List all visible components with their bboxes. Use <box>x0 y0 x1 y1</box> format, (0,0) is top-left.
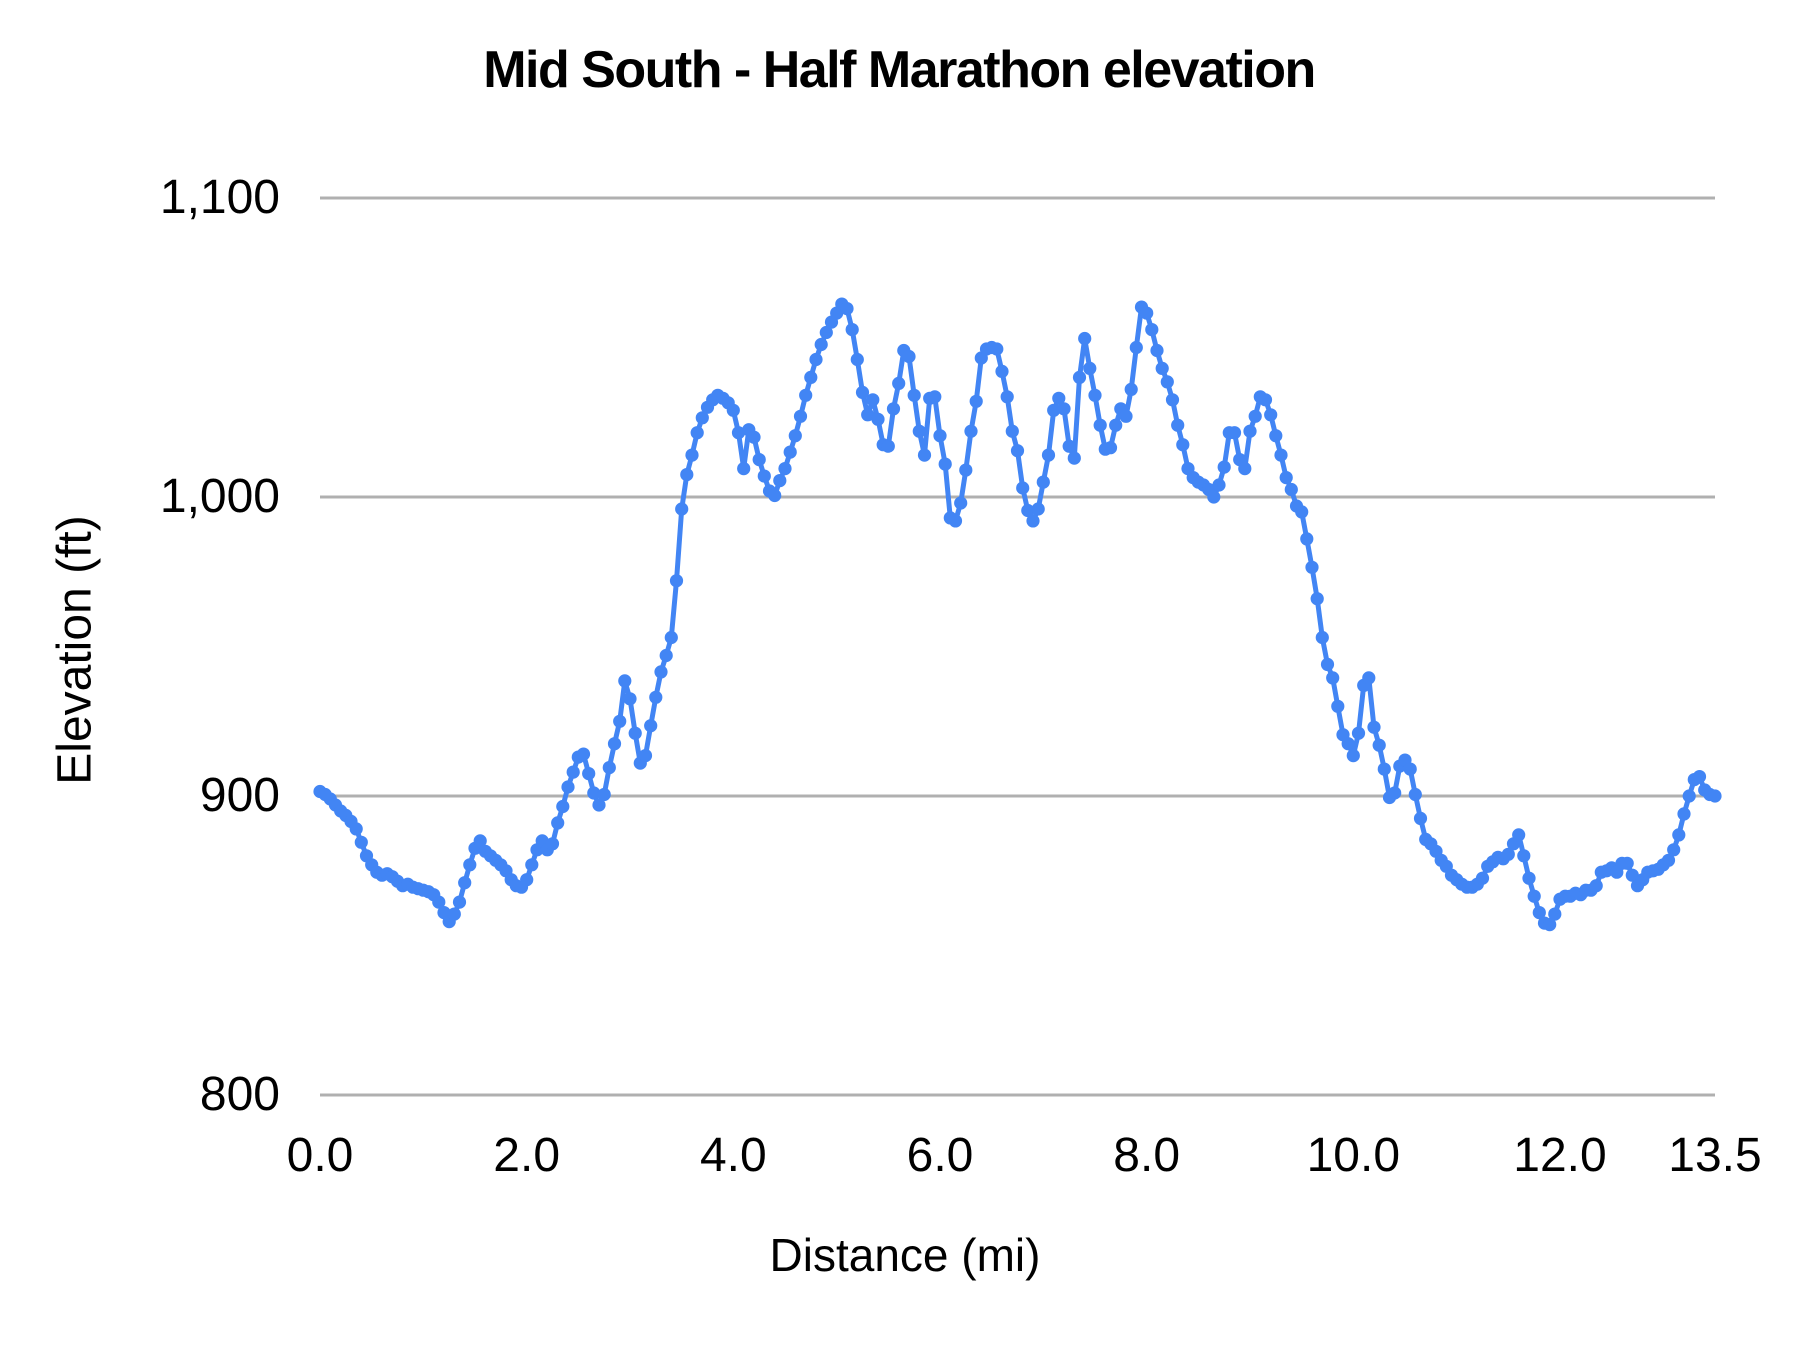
x-tick-label: 2.0 <box>493 1129 561 1182</box>
gridlines <box>320 196 1715 1097</box>
y-tick-label: 1,100 <box>159 171 280 224</box>
x-tick-label: 4.0 <box>699 1129 767 1182</box>
x-tick-label: 0.0 <box>286 1129 354 1182</box>
x-tick-label: 6.0 <box>906 1129 974 1182</box>
y-tick-label: 800 <box>199 1068 280 1121</box>
x-tick-label: 13.5 <box>1668 1129 1762 1182</box>
elevation-line <box>317 301 1718 928</box>
chart-title: Mid South - Half Marathon elevation <box>483 41 1316 99</box>
x-tick-label: 8.0 <box>1113 1129 1181 1182</box>
y-tick-label: 900 <box>199 769 280 822</box>
y-tick-label: 1,000 <box>159 470 280 523</box>
y-axis-title: Elevation (ft) <box>48 515 102 785</box>
data-point-markers <box>313 297 1722 932</box>
x-tick-label: 12.0 <box>1513 1129 1607 1182</box>
x-tick-label: 10.0 <box>1306 1129 1401 1182</box>
x-axis-title: Distance (mi) <box>769 1229 1041 1281</box>
